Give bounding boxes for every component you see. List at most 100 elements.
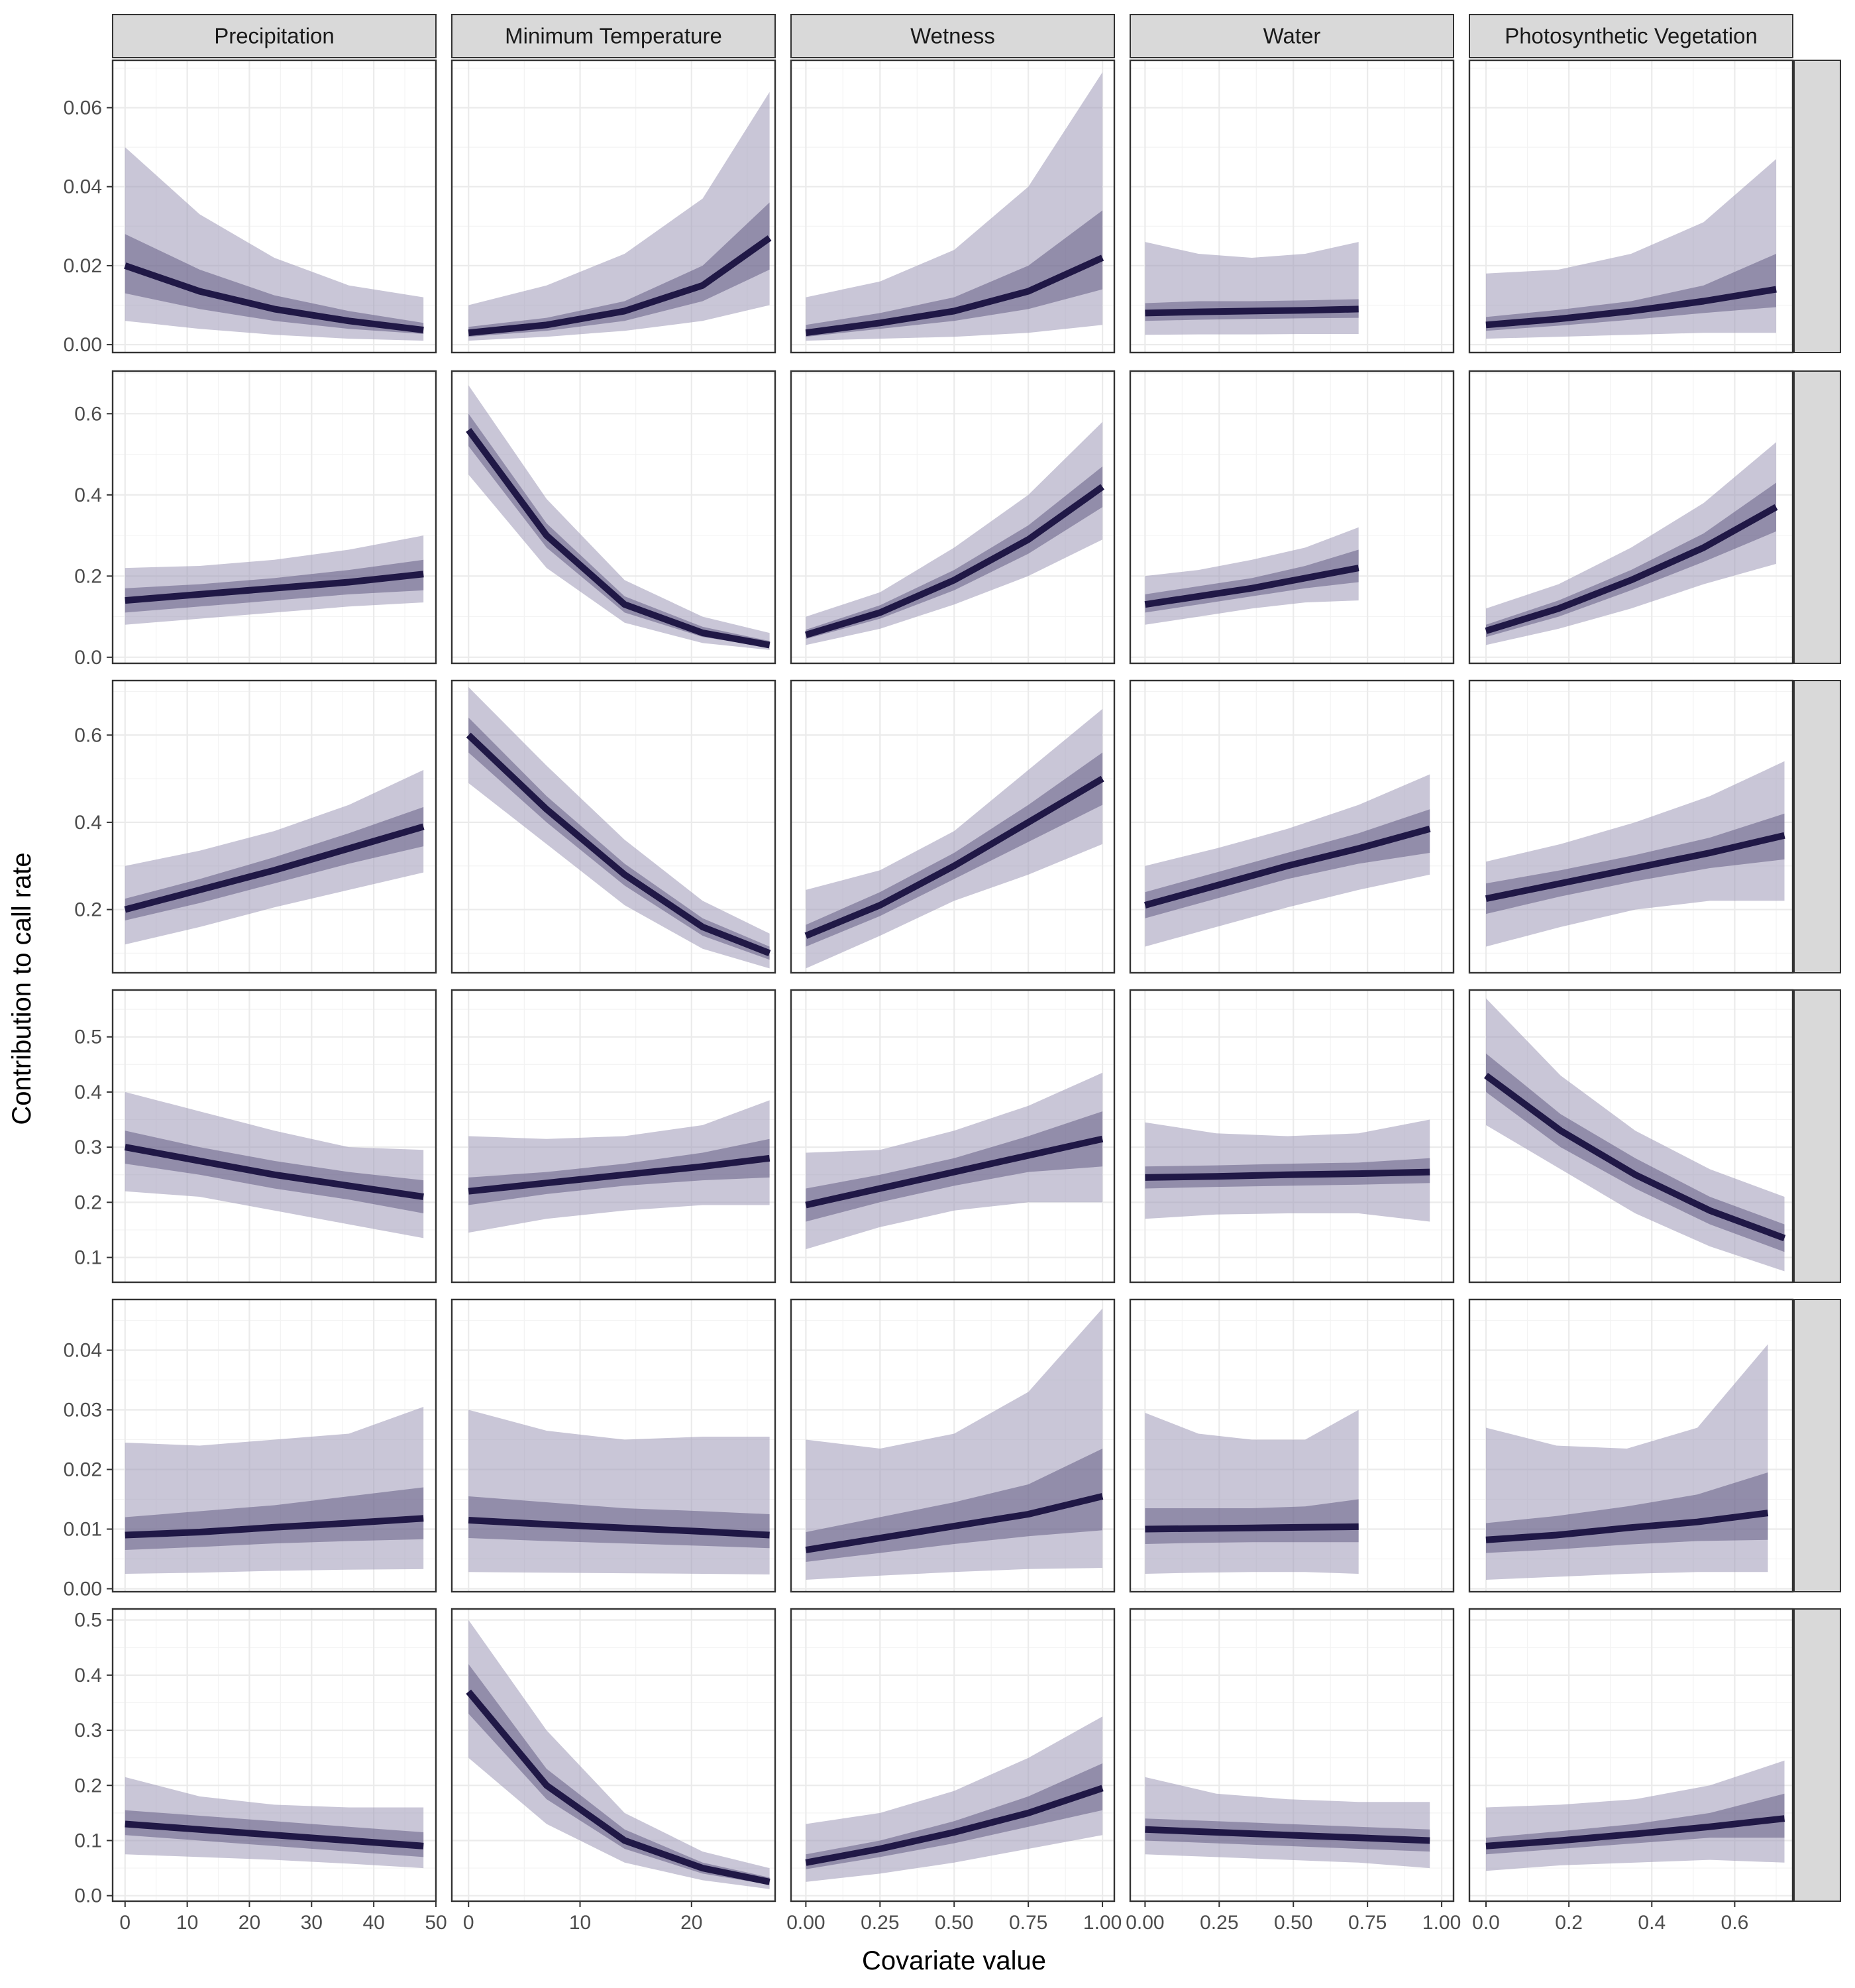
panel-border bbox=[111, 370, 437, 665]
row-strip-bg bbox=[1793, 1299, 1841, 1592]
panel-border bbox=[1129, 370, 1455, 665]
x-tick-label: 0.4 bbox=[1638, 1912, 1666, 1934]
y-tick-label: 0.3 bbox=[74, 1720, 102, 1741]
credible-band-inner bbox=[806, 752, 1103, 947]
y-tick-label: 0.5 bbox=[74, 1610, 102, 1631]
x-tick-label: 50 bbox=[425, 1912, 447, 1934]
credible-band-outer bbox=[1486, 761, 1785, 947]
x-tick-label: 40 bbox=[362, 1912, 384, 1934]
panel-border bbox=[1129, 1608, 1455, 1903]
x-axis-title: Covariate value bbox=[862, 1946, 1046, 1975]
credible-band-outer bbox=[1486, 159, 1776, 339]
panel-eastern-sign-bearing-froglet-minimum-temperature bbox=[450, 679, 776, 974]
x-tick-label: 20 bbox=[680, 1912, 702, 1934]
row-strip-bg bbox=[1793, 989, 1841, 1283]
y-tick-label: 0.4 bbox=[74, 1665, 102, 1686]
panels-layer: Precipitation Minimum Temperature Wetness W… bbox=[64, 14, 1841, 1934]
y-tick-label: 0.02 bbox=[64, 255, 102, 277]
panel-peron-s-tree-frog-wetness bbox=[790, 989, 1116, 1284]
mean-curve bbox=[125, 1820, 424, 1850]
credible-band-inner bbox=[125, 234, 424, 334]
x-tick-label: 0.25 bbox=[1200, 1912, 1238, 1934]
panel-border bbox=[790, 1608, 1116, 1903]
panel-border bbox=[790, 59, 1116, 354]
panel-border bbox=[1129, 1298, 1455, 1593]
panel-peron-s-tree-frog-water bbox=[1129, 989, 1455, 1284]
credible-band-inner bbox=[806, 466, 1103, 639]
mean-curve bbox=[1484, 1072, 1786, 1242]
x-tick-label: 0.0 bbox=[1472, 1912, 1500, 1934]
panel-pobblebonk-frog-precipitation: 0.00 0.01 0.02 0.03 0.04 bbox=[64, 1298, 437, 1600]
panel-barking-marsh-frog-photosynthetic-vegetation bbox=[1468, 59, 1794, 354]
mean-curve bbox=[468, 235, 772, 337]
credible-band-outer bbox=[806, 1716, 1103, 1882]
panel-common-froglet-photosynthetic-vegetation bbox=[1468, 370, 1794, 665]
row-strip-spotted-marsh-frog: Spotted Marsh Frog bbox=[1793, 1608, 1841, 1902]
column-strip-photosynthetic-vegetation: Photosynthetic Vegetation bbox=[1469, 14, 1793, 58]
credible-band-outer bbox=[125, 1091, 424, 1239]
mean-curve bbox=[124, 1144, 424, 1200]
y-tick-label: 0.06 bbox=[64, 97, 102, 119]
panel-spotted-marsh-frog-wetness: 0.00 0.25 0.50 0.75 1.00 bbox=[786, 1608, 1122, 1934]
panel-spotted-marsh-frog-precipitation: 0.0 0.1 0.2 0.3 0.4 0.5 0 10 20 30 40 50 bbox=[74, 1608, 447, 1934]
row-strip-eastern-sign-bearing-froglet: Eastern Sign-bearing Froglet bbox=[1793, 680, 1841, 973]
panel-border bbox=[450, 59, 776, 354]
panel-border bbox=[450, 1608, 776, 1903]
x-tick-label: 0.2 bbox=[1555, 1912, 1583, 1934]
credible-band-inner bbox=[1145, 1499, 1359, 1544]
mean-curve bbox=[805, 1785, 1104, 1866]
column-strip-precipitation: Precipitation bbox=[112, 14, 437, 58]
panel-common-froglet-wetness bbox=[790, 370, 1116, 665]
panel-border bbox=[790, 1298, 1116, 1593]
credible-band-outer bbox=[468, 91, 770, 341]
panel-background bbox=[452, 371, 775, 663]
column-strip-label: Wetness bbox=[910, 24, 995, 48]
panel-border bbox=[1129, 679, 1455, 974]
y-tick-label: 0.1 bbox=[74, 1247, 102, 1269]
row-strip-bg bbox=[1793, 370, 1841, 664]
mean-curve bbox=[1485, 1815, 1785, 1850]
mean-curve bbox=[1145, 1168, 1430, 1181]
panel-barking-marsh-frog-water bbox=[1129, 59, 1455, 354]
credible-band-inner bbox=[468, 717, 770, 960]
y-tick-label: 0.0 bbox=[74, 647, 102, 669]
y-tick-label: 0.4 bbox=[74, 1081, 102, 1103]
panel-border bbox=[790, 679, 1116, 974]
column-strip-label: Minimum Temperature bbox=[505, 24, 722, 48]
credible-band-outer bbox=[1145, 527, 1359, 625]
column-strip-water: Water bbox=[1130, 14, 1454, 58]
panel-border bbox=[450, 679, 776, 974]
y-tick-label: 0.04 bbox=[64, 1340, 102, 1362]
mean-curve bbox=[125, 571, 424, 604]
x-tick-label: 0 bbox=[463, 1912, 474, 1934]
panel-pobblebonk-frog-photosynthetic-vegetation bbox=[1468, 1298, 1794, 1593]
y-tick-label: 0.2 bbox=[74, 899, 102, 921]
x-tick-label: 0.00 bbox=[786, 1912, 825, 1934]
mean-curve bbox=[1145, 1523, 1359, 1533]
credible-band-outer bbox=[1145, 1409, 1359, 1574]
mean-curve bbox=[1145, 1826, 1430, 1844]
mean-curve bbox=[124, 823, 425, 913]
mean-curve bbox=[466, 427, 770, 649]
panel-eastern-sign-bearing-froglet-wetness bbox=[790, 679, 1116, 974]
panel-border bbox=[1468, 370, 1794, 665]
panel-spotted-marsh-frog-minimum-temperature: 0 10 20 bbox=[450, 1608, 776, 1934]
x-tick-label: 10 bbox=[569, 1912, 591, 1934]
mean-curve bbox=[1144, 565, 1359, 608]
credible-band-inner bbox=[468, 1496, 770, 1549]
y-tick-label: 0.2 bbox=[74, 1775, 102, 1796]
credible-band-outer bbox=[1145, 1777, 1430, 1869]
panel-border bbox=[450, 370, 776, 665]
x-tick-label: 0.50 bbox=[935, 1912, 973, 1934]
x-tick-label: 0.75 bbox=[1009, 1912, 1047, 1934]
credible-band-outer bbox=[125, 535, 424, 625]
y-tick-label: 0.02 bbox=[64, 1459, 102, 1481]
y-axis-title: Contribution to call rate bbox=[7, 852, 36, 1125]
mean-curve bbox=[805, 254, 1104, 337]
x-tick-label: 0.00 bbox=[1126, 1912, 1164, 1934]
panel-spotted-marsh-frog-photosynthetic-vegetation: 0.0 0.2 0.4 0.6 bbox=[1468, 1608, 1794, 1934]
mean-curve bbox=[804, 484, 1104, 638]
column-strip-bg bbox=[790, 14, 1115, 58]
panel-border bbox=[790, 989, 1116, 1284]
y-tick-label: 0.4 bbox=[74, 484, 102, 506]
